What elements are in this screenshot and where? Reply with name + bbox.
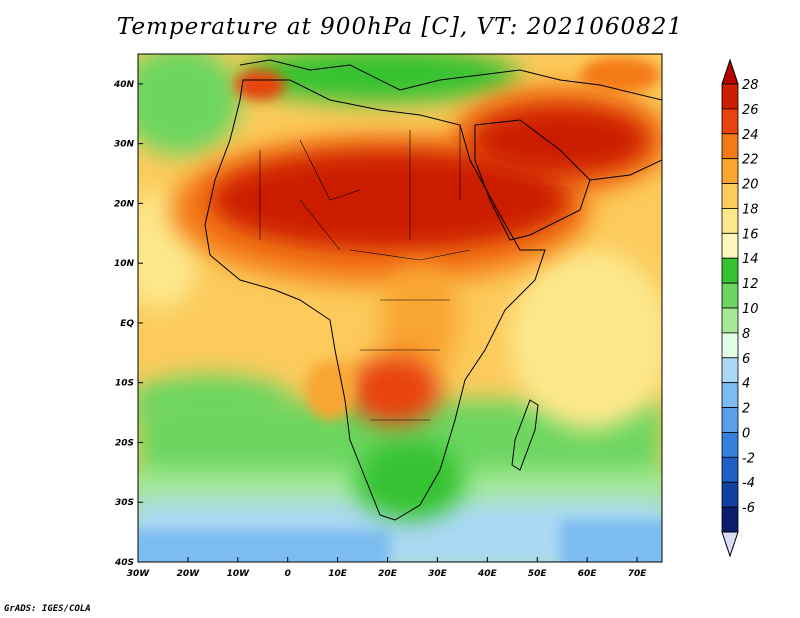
colorbar-swatch xyxy=(721,257,739,284)
temperature-field xyxy=(138,54,662,562)
colorbar-swatch xyxy=(721,332,739,359)
lat-tick-label: 20N xyxy=(114,199,135,209)
lat-tick-label: 40S xyxy=(114,558,134,568)
lon-tick-label: 70E xyxy=(628,569,648,579)
lat-tick-label: 30N xyxy=(114,140,135,150)
colorbar-label: 10 xyxy=(742,302,759,317)
colorbar-label: 14 xyxy=(742,252,759,267)
latitude-ticks: 40N 30N 20N 10N EQ 10S 20S 30S 40S xyxy=(113,80,143,568)
colorbar-label: 24 xyxy=(742,128,759,143)
lon-tick-label: 60E xyxy=(578,569,598,579)
colorbar-label: 28 xyxy=(742,78,759,93)
colorbar-top-arrow xyxy=(721,58,739,85)
colorbar-swatch xyxy=(721,382,739,408)
lon-tick-label: 10W xyxy=(227,569,251,579)
colorbar-swatch xyxy=(721,158,739,184)
longitude-ticks: 30W 20W 10W 0 10E 20E 30E 40E 50E 60E 70E xyxy=(127,557,647,579)
colorbar-label: 18 xyxy=(742,202,759,217)
colorbar-swatch xyxy=(721,432,739,458)
colorbar-swatch xyxy=(721,133,739,160)
lon-tick-label: 30W xyxy=(127,569,151,579)
map-frame xyxy=(137,53,663,563)
asia-coastline xyxy=(589,159,662,181)
madagascar-coastline xyxy=(511,399,539,471)
colorbar-label: 26 xyxy=(742,103,759,118)
colorbar-swatch xyxy=(721,282,739,309)
lon-tick-label: 20W xyxy=(177,569,201,579)
lat-tick-label: 40N xyxy=(113,80,135,90)
colorbar-swatch xyxy=(721,357,739,384)
colorbar-swatch xyxy=(721,456,739,483)
lon-tick-label: 10E xyxy=(328,569,348,579)
lon-tick-label: 0 xyxy=(285,569,291,579)
colorbar-label: -6 xyxy=(742,501,755,516)
colorbar-swatch xyxy=(721,83,739,110)
colorbar-label: 8 xyxy=(742,327,750,342)
colorbar-bottom-arrow xyxy=(721,531,739,558)
colorbar-swatch xyxy=(721,481,739,508)
colorbar-label: 6 xyxy=(742,352,750,367)
lon-tick-label: 20E xyxy=(378,569,398,579)
colorbar-swatch xyxy=(721,232,739,259)
colorbar-swatch xyxy=(721,506,739,533)
colorbar-label: 12 xyxy=(742,277,759,292)
coastlines xyxy=(204,59,662,521)
lat-tick-label: 10N xyxy=(114,259,135,269)
chart-title: Temperature at 900hPa [C], VT: 202106082… xyxy=(116,14,684,40)
colorbar-label: 0 xyxy=(742,426,750,441)
colorbar-label: 22 xyxy=(742,153,759,168)
lat-tick-label: 30S xyxy=(115,498,134,508)
colorbar-swatch xyxy=(721,307,739,334)
colorbar-label: 2 xyxy=(742,402,750,417)
lat-tick-label: EQ xyxy=(120,319,134,329)
lat-tick-label: 20S xyxy=(115,438,134,448)
lat-tick-label: 10S xyxy=(115,379,134,389)
colorbar-label: -4 xyxy=(742,476,755,491)
borders xyxy=(259,125,471,421)
colorbar-swatch xyxy=(721,183,739,209)
colorbar-label: -2 xyxy=(742,451,755,466)
colorbar-label: 4 xyxy=(742,377,750,392)
lon-tick-label: 30E xyxy=(428,569,448,579)
colorbar-label: 20 xyxy=(742,178,759,193)
arabia-coastline xyxy=(474,119,591,241)
credit-text: GrADS: IGES/COLA xyxy=(4,604,91,614)
lon-tick-label: 50E xyxy=(528,569,548,579)
colorbar-swatch xyxy=(721,407,739,433)
colorbar-label: 16 xyxy=(742,227,759,242)
europe-coastline xyxy=(239,59,662,101)
lon-tick-label: 40E xyxy=(477,569,498,579)
colorbar-swatch xyxy=(721,108,739,135)
colorbar-swatch xyxy=(721,208,739,234)
africa-coastline xyxy=(204,79,546,521)
